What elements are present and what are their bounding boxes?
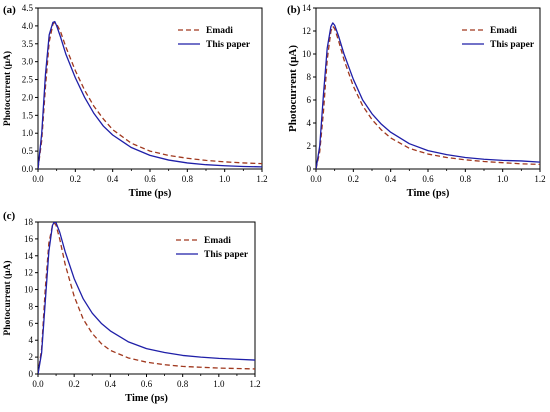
- y-tick-label: 4.5: [22, 3, 34, 13]
- y-tick-label: 8: [29, 301, 34, 311]
- x-tick-label: 0.8: [182, 174, 194, 184]
- x-tick-label: 0.6: [144, 174, 156, 184]
- legend-label: Emadi: [206, 26, 233, 36]
- y-tick-label: 14: [302, 3, 312, 13]
- series-line-this-paper: [316, 22, 540, 169]
- y-tick-label: 2: [29, 352, 34, 362]
- x-axis-label: Time (ps): [407, 188, 450, 199]
- y-tick-label: 2.0: [22, 92, 34, 102]
- y-axis-label: Photocurrent (μA): [2, 51, 13, 126]
- panel-label: (c): [3, 210, 16, 222]
- legend-label: Emadi: [490, 26, 517, 36]
- y-tick-label: 12: [24, 268, 33, 278]
- y-axis-label: Photocurrent (μA): [2, 260, 13, 335]
- x-tick-label: 1.0: [497, 174, 509, 184]
- x-tick-label: 0.4: [107, 174, 119, 184]
- x-tick-label: 0.0: [32, 174, 44, 184]
- y-tick-label: 10: [302, 49, 312, 59]
- y-axis-label: Photocurrent (μA): [287, 45, 299, 132]
- x-axis-label: Time (ps): [125, 393, 168, 404]
- y-tick-label: 16: [24, 234, 34, 244]
- x-tick-label: 1.2: [256, 174, 267, 184]
- y-tick-label: 0: [29, 369, 34, 379]
- y-tick-label: 4: [29, 335, 34, 345]
- y-tick-label: 14: [24, 251, 34, 261]
- y-tick-label: 0: [307, 164, 312, 174]
- panel-label: (a): [3, 4, 16, 16]
- y-tick-label: 1.0: [22, 128, 34, 138]
- legend-label: Emadi: [204, 236, 231, 246]
- y-tick-label: 3.5: [22, 39, 34, 49]
- y-tick-label: 4: [307, 118, 312, 128]
- x-tick-label: 1.2: [534, 174, 545, 184]
- y-tick-label: 18: [24, 217, 34, 227]
- x-tick-label: 0.0: [32, 379, 44, 389]
- y-tick-label: 6: [29, 318, 34, 328]
- chart-panel-2: 0.0 0.2 0.4 0.6 0.8 1.0 1.2 0 2 4 6 8 10 12 14 Time (ps…: [287, 3, 546, 199]
- x-tick-label: 0.2: [70, 174, 81, 184]
- y-tick-label: 4.0: [22, 21, 34, 31]
- x-tick-label: 1.0: [219, 174, 231, 184]
- y-tick-label: 2.5: [22, 75, 34, 85]
- y-tick-label: 6: [307, 95, 312, 105]
- legend-label: This paper: [206, 40, 251, 50]
- series-line-this-paper: [38, 222, 255, 374]
- x-tick-label: 0.0: [310, 174, 322, 184]
- x-tick-label: 0.4: [385, 174, 397, 184]
- x-tick-label: 1.2: [249, 379, 260, 389]
- y-tick-label: 12: [302, 26, 311, 36]
- y-tick-label: 1.5: [22, 110, 34, 120]
- legend-label: This paper: [490, 40, 535, 50]
- y-tick-label: 3.0: [22, 57, 34, 67]
- x-tick-label: 0.4: [105, 379, 117, 389]
- chart-panel-1: 0.0 0.2 0.4 0.6 0.8 1.0 1.2 0.0 0.5 1.0 1.5 2.0 2.5 3…: [2, 3, 268, 199]
- x-tick-label: 0.8: [460, 174, 472, 184]
- x-tick-label: 0.2: [69, 379, 80, 389]
- y-tick-label: 8: [307, 72, 312, 82]
- series-line-emadi: [38, 21, 262, 169]
- panel-label: (b): [287, 4, 301, 16]
- x-tick-label: 0.2: [348, 174, 359, 184]
- x-axis-label: Time (ps): [129, 188, 172, 199]
- series-line-emadi: [316, 25, 540, 169]
- y-tick-label: 2: [307, 141, 312, 151]
- x-tick-label: 0.6: [422, 174, 434, 184]
- y-tick-label: 0.5: [22, 146, 34, 156]
- x-tick-label: 0.6: [141, 379, 153, 389]
- x-tick-label: 1.0: [213, 379, 225, 389]
- legend-label: This paper: [204, 250, 249, 260]
- y-tick-label: 0.0: [22, 164, 34, 174]
- chart-panel-3: 0.0 0.2 0.4 0.6 0.8 1.0 1.2 0 2 4 6 8 10 12 14 16 18 Time…: [2, 210, 261, 404]
- x-tick-label: 0.8: [177, 379, 189, 389]
- series-line-this-paper: [38, 20, 262, 169]
- y-tick-label: 10: [24, 285, 34, 295]
